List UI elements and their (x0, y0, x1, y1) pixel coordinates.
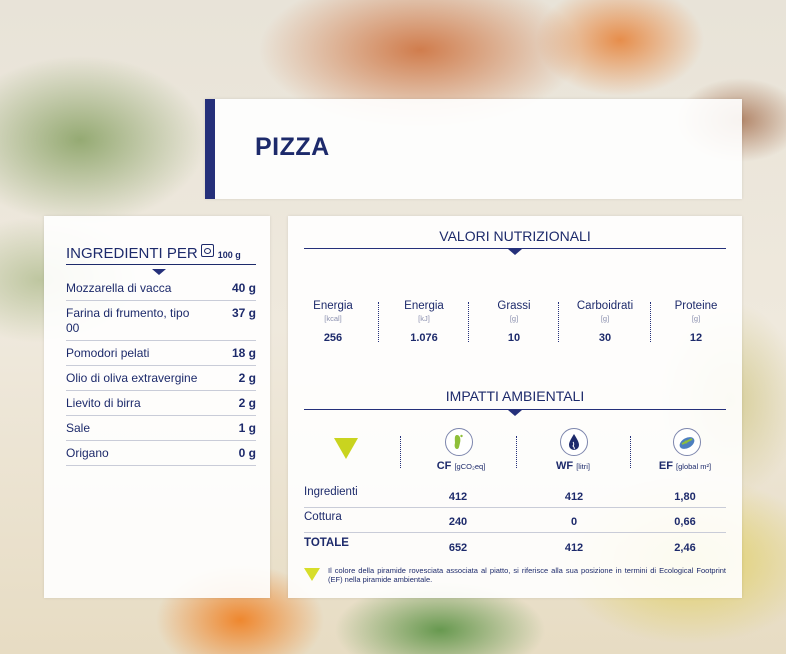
cf-value: 240 (448, 516, 468, 528)
ingredient-row: Lievito di birra 2 g (66, 391, 256, 416)
nutrient-label: Grassi (497, 300, 531, 312)
wf-unit: [litri] (576, 462, 590, 471)
ingredient-amount: 1 g (238, 421, 256, 435)
nutrient-label: Carboidrati (576, 300, 634, 312)
cf-value: 652 (448, 542, 468, 554)
environment-row-cooking: Cottura 240 0 0,66 (304, 508, 726, 533)
nutrient-unit: [g] (600, 314, 610, 323)
ingredient-amount: 2 g (238, 396, 256, 410)
column-divider (516, 436, 517, 468)
wf-value: 412 (564, 491, 584, 503)
ef-value: 1,80 (674, 491, 696, 503)
ef-header: EF [global m²] (640, 460, 730, 472)
nutrient-label: Energia (404, 300, 444, 312)
nutrient-unit: [g] (691, 314, 701, 323)
ingredient-name: Lievito di birra (66, 396, 141, 410)
nutrition-pointer (508, 249, 522, 255)
footprint-icon (445, 428, 473, 456)
ingredients-panel: INGREDIENTI PER 100 g Mozzarella di vacca… (44, 216, 270, 598)
ingredient-row: Olio di oliva extravergine 2 g (66, 366, 256, 391)
ingredient-name: Origano (66, 446, 109, 460)
nutrient-value: 12 (689, 332, 703, 344)
ingredient-amount: 2 g (238, 371, 256, 385)
inverted-pyramid-icon (334, 438, 358, 459)
ingredients-header: INGREDIENTI PER 100 g (66, 244, 256, 265)
nutrient-label: Energia (313, 300, 353, 312)
ef-unit: [global m²] (676, 462, 712, 471)
environment-row-ingredients: Ingredienti 412 412 1,80 (304, 483, 726, 508)
title-accent-bar (205, 99, 215, 199)
page-title: PIZZA (255, 133, 330, 161)
ingredient-row: Farina di frumento, tipo 00 37 g (66, 301, 256, 341)
pyramid-note: Il colore della piramide rovesciata asso… (328, 566, 726, 584)
ingredient-amount: 0 g (238, 446, 256, 460)
nutrient-unit: [kJ] (418, 314, 430, 323)
nutrient-value: 30 (598, 332, 612, 344)
ingredient-row: Mozzarella di vacca 40 g (66, 276, 256, 301)
environment-title-rule (304, 409, 726, 410)
column-divider (400, 436, 401, 468)
globe-icon (673, 428, 701, 456)
nutrition-col-protein: Proteine [g] 12 (666, 300, 726, 344)
column-divider (650, 302, 651, 342)
ingredient-name: Sale (66, 421, 91, 435)
ingredient-amount: 37 g (231, 306, 256, 320)
column-divider (378, 302, 379, 342)
title-panel: PIZZA (205, 99, 742, 199)
ingredient-amount: 18 g (231, 346, 256, 360)
ef-abbr: EF (658, 460, 673, 472)
ingredients-list: Mozzarella di vacca 40 g Farina di frumen… (66, 276, 256, 466)
nutrition-title-rule (304, 248, 726, 249)
column-divider (558, 302, 559, 342)
nutrition-title: VALORI NUTRIZIONALI (439, 228, 591, 244)
nutrition-col-carbs: Carboidrati [g] 30 (568, 300, 642, 344)
nutrient-unit: [g] (509, 314, 519, 323)
ingredients-pointer (152, 269, 166, 275)
ingredient-name: Pomodori pelati (66, 346, 150, 360)
ingredient-name: Mozzarella di vacca (66, 281, 172, 295)
wf-header: WF [litri] (536, 460, 610, 472)
ef-value: 0,66 (674, 516, 696, 528)
nutrition-col-energy-kj: Energia [kJ] 1.076 (394, 300, 454, 344)
cf-value: 412 (448, 491, 468, 503)
scale-icon (200, 244, 214, 257)
ef-value: 2,46 (674, 542, 696, 554)
row-label: TOTALE (304, 537, 349, 549)
ingredients-header-label: INGREDIENTI PER (66, 245, 198, 262)
environment-title: IMPATTI AMBIENTALI (445, 388, 585, 404)
ingredient-amount: 40 g (231, 281, 256, 295)
row-label: Cottura (304, 511, 342, 523)
nutrition-col-energy-kcal: Energia [kcal] 256 (304, 300, 362, 344)
ingredient-row: Pomodori pelati 18 g (66, 341, 256, 366)
ingredients-per-qty: 100 g (217, 250, 241, 260)
row-label: Ingredienti (304, 486, 358, 498)
nutrition-col-fat: Grassi [g] 10 (486, 300, 542, 344)
nutrient-label: Proteine (674, 300, 718, 312)
wf-value: 0 (570, 516, 578, 528)
ingredient-name: Olio di oliva extravergine (66, 371, 198, 385)
pyramid-legend-icon (304, 568, 320, 581)
ingredient-name: Farina di frumento, tipo 00 (66, 306, 190, 335)
ingredient-row: Origano 0 g (66, 441, 256, 466)
environment-row-total: TOTALE 652 412 2,46 (304, 534, 726, 558)
water-drop-icon (560, 428, 588, 456)
ingredient-row: Sale 1 g (66, 416, 256, 441)
nutrient-value: 256 (323, 332, 343, 344)
nutrient-unit: [kcal] (324, 314, 342, 323)
wf-abbr: WF (556, 460, 574, 472)
cf-header: CF [gCO₂eq] (418, 460, 504, 472)
cf-unit: [gCO₂eq] (454, 462, 486, 471)
values-panel: VALORI NUTRIZIONALI Energia [kcal] 256 E… (288, 216, 742, 598)
nutrient-value: 10 (507, 332, 521, 344)
column-divider (630, 436, 631, 468)
environment-pointer (508, 410, 522, 416)
column-divider (468, 302, 469, 342)
cf-abbr: CF (436, 460, 452, 472)
wf-value: 412 (564, 542, 584, 554)
nutrient-value: 1.076 (410, 332, 438, 344)
